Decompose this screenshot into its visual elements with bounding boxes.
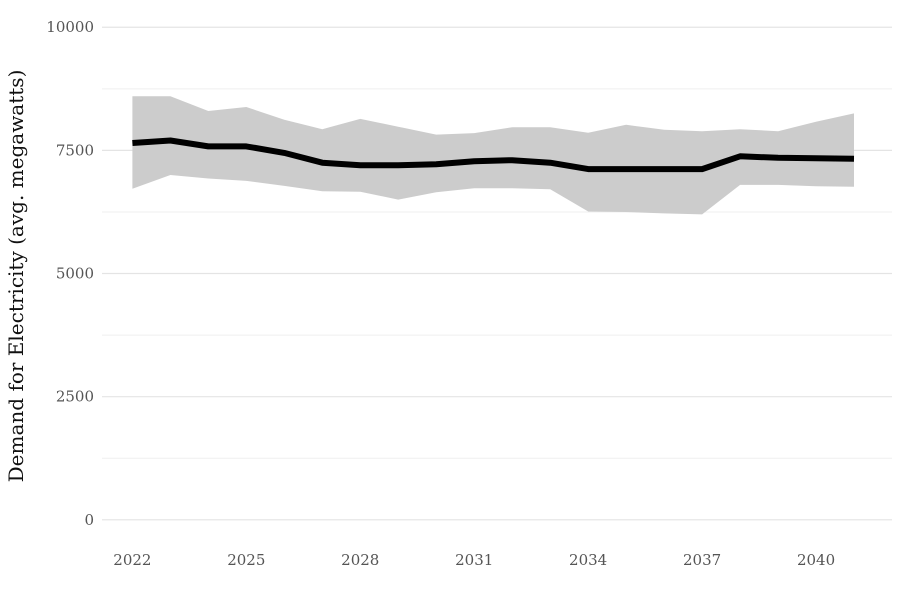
- series-lines: [132, 137, 855, 173]
- confidence-band: [132, 96, 854, 215]
- gridlines: [102, 26, 892, 521]
- y-tick-label: 10000: [46, 18, 94, 36]
- y-axis-title: Demand for Electricity (avg. megawatts): [4, 70, 28, 483]
- y-tick-label: 0: [84, 511, 94, 529]
- x-tick-label: 2025: [227, 551, 265, 569]
- x-tick-label: 2031: [455, 551, 493, 569]
- y-tick-label: 7500: [56, 141, 94, 159]
- x-tick-label: 2037: [683, 551, 721, 569]
- x-tick-label: 2028: [341, 551, 379, 569]
- y-tick-label: 5000: [56, 265, 94, 283]
- y-tick-label: 2500: [56, 388, 94, 406]
- x-tick-label: 2040: [797, 551, 835, 569]
- x-tick-label: 2034: [569, 551, 607, 569]
- uncertainty-band: [132, 96, 854, 215]
- series-line-0: [132, 137, 855, 173]
- y-axis-tick-labels: 0 2500 5000 7500 10000: [46, 18, 94, 529]
- x-tick-label: 2022: [113, 551, 151, 569]
- x-axis-tick-labels: 2022 2025 2028 2031 2034 2037 2040: [113, 551, 835, 569]
